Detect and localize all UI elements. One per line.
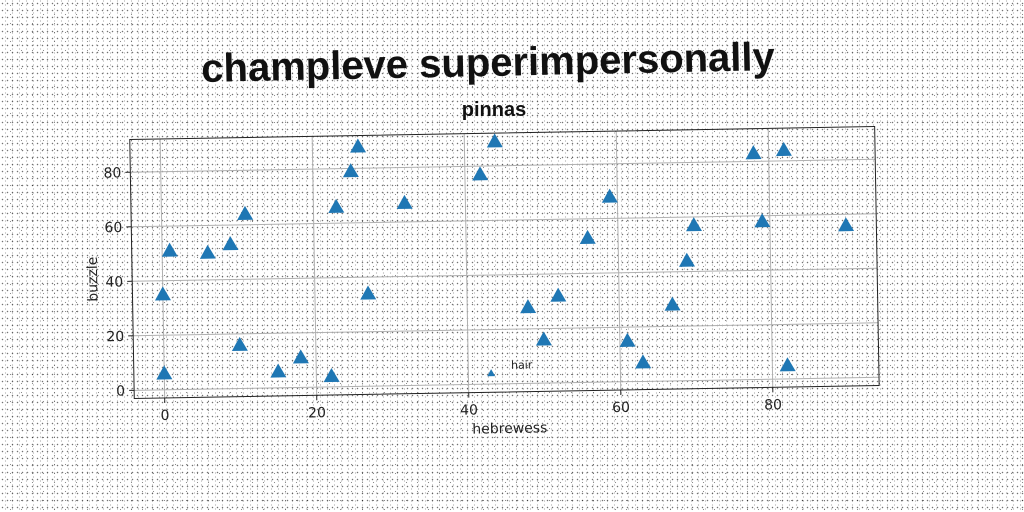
plot-frame bbox=[129, 126, 880, 399]
data-point bbox=[550, 287, 567, 302]
data-point bbox=[486, 133, 503, 148]
grid-line-x bbox=[159, 138, 166, 398]
data-point bbox=[292, 349, 309, 364]
data-points bbox=[154, 133, 855, 383]
grid-line-x bbox=[463, 133, 470, 393]
x-tick-label: 0 bbox=[160, 408, 169, 424]
x-axis-label: hebrewess bbox=[472, 420, 547, 437]
y-tick-label: 60 bbox=[104, 220, 122, 236]
grid-line-y bbox=[131, 213, 877, 228]
data-point bbox=[231, 336, 248, 351]
data-point bbox=[222, 236, 239, 251]
data-point bbox=[154, 286, 171, 301]
y-tick-label: 80 bbox=[103, 165, 121, 181]
data-point bbox=[161, 242, 178, 257]
x-tick-label: 20 bbox=[308, 405, 326, 421]
grid-line-y bbox=[132, 267, 878, 282]
data-point bbox=[360, 285, 377, 300]
data-point bbox=[396, 194, 413, 210]
data-point bbox=[270, 363, 287, 378]
data-point bbox=[579, 229, 596, 245]
data-point bbox=[601, 188, 618, 203]
grid-line-x bbox=[767, 128, 774, 388]
data-point bbox=[328, 198, 345, 213]
data-point bbox=[685, 217, 702, 232]
chart-title: champleve superimpersonally bbox=[201, 35, 776, 91]
data-point bbox=[237, 205, 254, 221]
data-point bbox=[619, 332, 636, 347]
x-tick-label: 60 bbox=[612, 400, 630, 416]
y-axis-label: buzzle bbox=[85, 257, 102, 302]
data-point bbox=[472, 166, 489, 181]
y-tick-label: 20 bbox=[106, 329, 124, 345]
grid-line-y bbox=[133, 322, 879, 337]
data-point bbox=[350, 138, 367, 153]
grid-line-x bbox=[311, 136, 318, 396]
data-point bbox=[535, 331, 552, 346]
y-tick-label: 0 bbox=[116, 383, 125, 399]
data-point bbox=[779, 357, 796, 372]
data-point bbox=[323, 367, 340, 383]
data-point bbox=[754, 213, 771, 228]
x-tick-label: 80 bbox=[764, 397, 782, 413]
data-point bbox=[342, 163, 359, 178]
data-point bbox=[775, 141, 792, 157]
grid-line-x bbox=[615, 131, 622, 391]
data-point bbox=[664, 296, 681, 311]
data-point bbox=[679, 252, 696, 267]
annotation-marker bbox=[487, 369, 496, 377]
data-point bbox=[156, 365, 173, 380]
data-point bbox=[745, 145, 762, 160]
x-tick-label: 40 bbox=[460, 402, 478, 418]
grid-line-y bbox=[134, 376, 880, 391]
data-point bbox=[199, 244, 216, 259]
chart-subtitle: pinnas bbox=[462, 99, 526, 121]
data-point bbox=[635, 354, 652, 369]
plot-area: 0 20 40 60 80 0 20 40 60 80 hair hebrewess buzzle bbox=[85, 126, 880, 438]
axis-ticks: 0 20 40 60 80 0 20 40 60 80 bbox=[103, 165, 782, 424]
annotation-label: hair bbox=[511, 358, 533, 371]
data-point bbox=[520, 299, 537, 314]
grid bbox=[130, 128, 880, 398]
data-point bbox=[838, 217, 855, 232]
y-tick-label: 40 bbox=[105, 274, 123, 290]
grid-line-y bbox=[130, 158, 876, 173]
annotations: hair bbox=[487, 358, 533, 377]
